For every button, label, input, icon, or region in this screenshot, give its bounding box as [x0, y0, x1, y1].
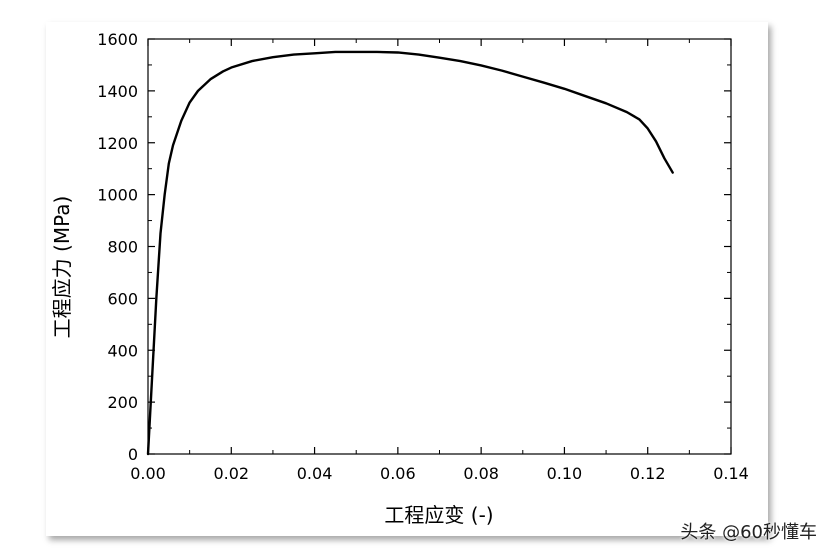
y-tick-label: 1400	[97, 82, 138, 101]
axis-ticks	[147, 38, 732, 455]
y-tick-label: 1000	[97, 186, 138, 205]
y-tick-label: 400	[107, 341, 138, 360]
y-tick-label: 1600	[97, 30, 138, 49]
y-tick-label: 1200	[97, 134, 138, 153]
watermark-text: 头条 @60秒懂车	[680, 522, 817, 543]
plot-frame	[147, 38, 732, 455]
y-tick-label: 0	[128, 445, 138, 464]
axis-tick-labels: 0.00 0.02 0.04 0.06 0.08 0.10 0.12 0.14 0 200 400 6…	[97, 30, 749, 483]
chart-frame: 0.00 0.02 0.04 0.06 0.08 0.10 0.12 0.14 0 200 400 6…	[46, 22, 768, 536]
x-tick-label: 0.04	[297, 464, 333, 483]
stress-strain-chart: 0.00 0.02 0.04 0.06 0.08 0.10 0.12 0.14 0 200 400 6…	[50, 30, 749, 527]
y-tick-label: 800	[107, 238, 138, 257]
x-tick-label: 0.12	[630, 464, 666, 483]
x-tick-label: 0.08	[463, 464, 499, 483]
y-tick-label: 200	[107, 393, 138, 412]
x-tick-label: 0.10	[547, 464, 583, 483]
stress-strain-curve	[146, 50, 674, 456]
x-tick-label: 0.06	[380, 464, 416, 483]
plot-area	[146, 38, 732, 456]
y-tick-label: 600	[107, 289, 138, 308]
y-axis-title: 工程应力 (MPa)	[50, 196, 74, 339]
x-tick-label: 0.00	[130, 464, 166, 483]
x-tick-label: 0.14	[713, 464, 749, 483]
x-tick-label: 0.02	[213, 464, 249, 483]
x-axis-title: 工程应变 (-)	[384, 503, 493, 527]
